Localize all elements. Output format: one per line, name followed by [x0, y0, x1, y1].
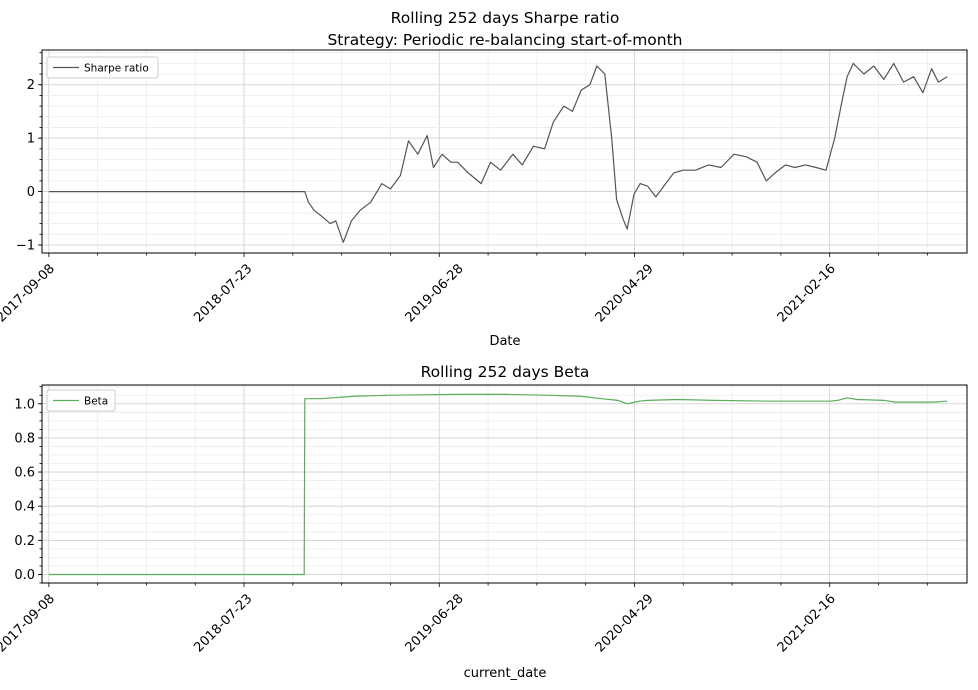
beta-plot-frame [41, 384, 968, 584]
beta-series-line [48, 393, 948, 576]
sharpe-y-tick-label: 1 [27, 132, 35, 147]
sharpe-chart-subtitle: Strategy: Periodic re-balancing start-of… [327, 31, 682, 49]
sharpe-legend-label: Sharpe ratio [84, 63, 149, 75]
beta-y-tick-label: 0.8 [14, 431, 35, 446]
beta-y-tick-label: 0.4 [14, 500, 35, 515]
beta-legend-label: Beta [84, 396, 108, 408]
beta-series [48, 393, 948, 576]
sharpe-x-axis-label: Date [489, 334, 520, 349]
beta-y-tick-label: 0.2 [14, 534, 35, 549]
beta-x-tick-label: 2021-02-16 [775, 591, 839, 655]
sharpe-x-tick-label: 2018-07-23 [191, 261, 255, 325]
sharpe-x-tick-label: 2021-02-16 [775, 261, 839, 325]
sharpe-ticks: −1 0 1 2 2017-09-08 2018-07-23 2019-06-28 2020-… [0, 52, 928, 325]
sharpe-series-line [48, 62, 948, 243]
beta-x-tick-label: 2017-09-08 [0, 591, 58, 655]
sharpe-chart-title: Rolling 252 days Sharpe ratio [391, 9, 620, 27]
beta-chart-title: Rolling 252 days Beta [421, 363, 590, 381]
beta-y-tick-label: 1.0 [14, 397, 35, 412]
beta-y-tick-label: 0.0 [14, 568, 35, 583]
beta-grid [42, 385, 967, 584]
sharpe-x-tick-label: 2020-04-29 [593, 261, 657, 325]
sharpe-chart: Rolling 252 days Sharpe ratio Strategy: … [0, 9, 968, 349]
sharpe-grid [42, 50, 967, 253]
beta-legend: Beta [46, 389, 116, 412]
sharpe-y-tick-label: 0 [27, 185, 35, 200]
sharpe-x-tick-label: 2017-09-08 [0, 261, 58, 325]
sharpe-plot-frame [41, 49, 968, 254]
beta-chart: Rolling 252 days Beta 0.0 0.2 0.4 0.6 0.8 1.0… [0, 363, 968, 681]
beta-y-tick-label: 0.6 [14, 466, 35, 481]
beta-ticks: 0.0 0.2 0.4 0.6 0.8 1.0 2017-09-08 2018-07-23 20… [0, 386, 928, 655]
sharpe-series [48, 62, 948, 243]
sharpe-y-tick-label: 2 [27, 78, 35, 93]
beta-x-tick-label: 2019-06-28 [403, 591, 467, 655]
sharpe-legend: Sharpe ratio [46, 56, 159, 79]
sharpe-y-tick-label: −1 [16, 238, 35, 253]
beta-legend-box [46, 389, 116, 412]
sharpe-x-tick-label: 2019-06-28 [403, 261, 467, 325]
beta-x-axis-label: current_date [464, 666, 547, 681]
sharpe-legend-box [46, 56, 159, 79]
beta-x-tick-label: 2020-04-29 [593, 591, 657, 655]
beta-x-tick-label: 2018-07-23 [191, 591, 255, 655]
